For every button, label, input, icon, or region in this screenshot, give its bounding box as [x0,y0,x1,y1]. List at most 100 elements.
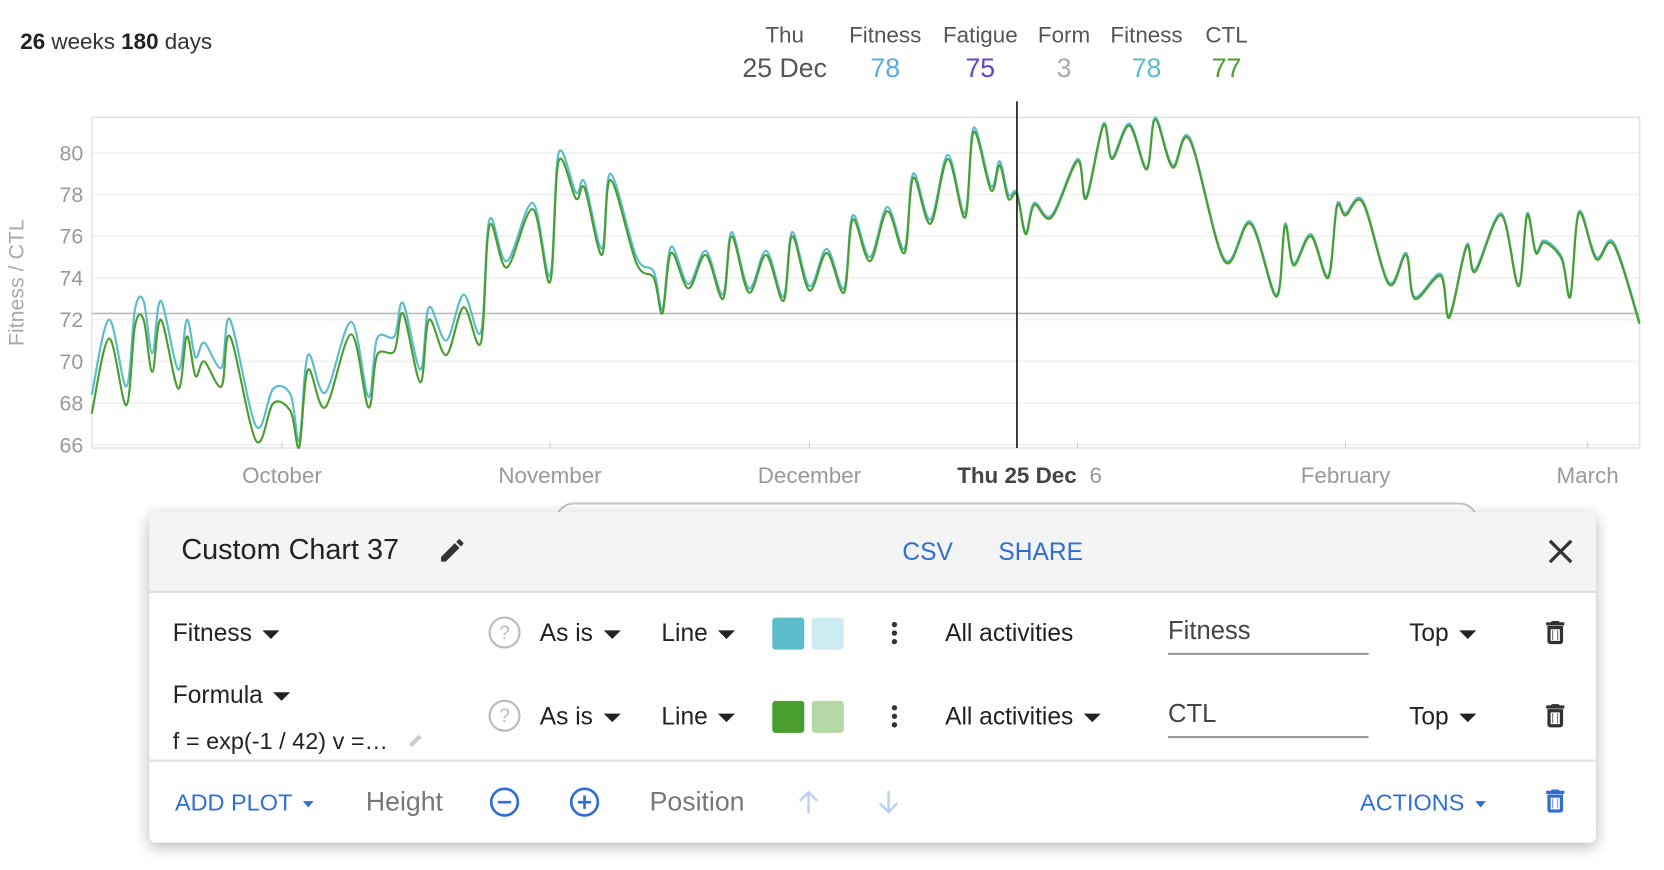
plot-type-select[interactable]: Line [661,701,736,731]
readout-value: 78 [870,53,901,84]
plot-mode-select[interactable]: As is [540,702,621,731]
chart-title: Custom Chart 37 [181,533,400,566]
days-label: days [164,29,213,55]
crosshair-label-bg [952,458,1081,493]
axis-position-select[interactable]: Top [1409,701,1477,731]
days-count: 180 [121,29,159,55]
decrease-height-icon[interactable] [489,786,521,818]
add-plot-label: ADD PLOT [174,789,293,817]
line-color-swatch[interactable] [772,700,805,733]
readout-fitness: Fitness 78 [849,23,921,84]
readout-value: 77 [1211,53,1242,84]
dropdown-arrow-icon [302,801,314,808]
plot-source-label: Formula [172,680,263,709]
fitness-chart[interactable]: 66 68 70 72 74 76 78 80 Fitness / CTL Thu 25 Dec O… [0,96,1664,501]
y-tick-label: 74 [59,266,83,290]
readout-label: Fatigue [942,23,1018,49]
dropdown-arrow-icon [603,713,621,723]
plot-mode-select[interactable]: As is [540,619,621,648]
plot-name-input[interactable]: Fitness [1168,617,1369,655]
readout-label: Form [1037,23,1091,49]
custom-chart-panel: Custom Chart 37 CSV SHARE Fitness ? As i… [149,512,1596,843]
dropdown-arrow-icon [262,630,280,639]
y-tick-label: 70 [59,350,83,374]
y-tick-label: 72 [59,308,83,332]
panel-header: Custom Chart 37 CSV SHARE [149,512,1596,594]
divider [149,759,1596,762]
readout-date-value: 25 Dec [742,53,827,84]
axis-position-select[interactable]: Top [1409,619,1477,648]
edit-pencil-icon[interactable] [437,535,467,565]
plot-area [90,116,1641,449]
delete-plot-icon[interactable] [1540,617,1570,649]
plot-mode-label: As is [539,618,593,647]
y-tick-label: 78 [59,183,83,207]
plot-type-label: Line [661,701,708,730]
height-label: Height [365,787,443,818]
dropdown-arrow-icon [718,630,736,639]
plot-type-label: Line [661,618,708,647]
close-icon[interactable] [1545,535,1577,567]
fill-color-swatch[interactable] [811,700,844,733]
y-tick-label: 76 [59,225,83,249]
position-label: Position [649,787,745,818]
readout-fitness-2: Fitness 78 [1110,23,1182,84]
x-tick-label: March [1557,463,1619,488]
date-range[interactable]: 26 weeks 180 days [20,30,212,56]
x-tick-label: December [758,463,862,488]
dropdown-arrow-icon [1083,713,1102,723]
readout-label: CTL [1205,23,1248,49]
x-tick-label: 6 [1089,463,1101,488]
weeks-label: weeks [51,29,115,55]
activity-filter-select[interactable]: All activities [945,701,1102,731]
dropdown-arrow-icon [273,692,291,701]
dropdown-arrow-icon [603,630,621,639]
delete-chart-icon[interactable] [1540,785,1570,817]
add-plot-button[interactable]: ADD PLOT [175,789,314,817]
share-button[interactable]: SHARE [998,537,1083,566]
csv-button[interactable]: CSV [902,537,953,566]
readout-fatigue: Fatigue 75 [943,23,1018,84]
formula-text[interactable]: f = exp(-1 / 42) v =… [172,727,389,755]
x-tick-label: November [498,463,602,488]
axis-label: Top [1409,701,1449,730]
x-tick-label: October [242,463,322,488]
plot-mode-label: As is [539,701,593,730]
y-axis-label: Fitness / CTL [4,219,28,346]
actions-label: ACTIONS [1360,789,1465,817]
more-options-icon[interactable] [891,702,898,731]
series-line-ctl [90,118,1641,449]
readout-label: Fitness [849,23,922,49]
move-up-icon[interactable] [794,787,824,817]
plot-name-input[interactable]: CTL [1168,700,1369,739]
line-color-swatch[interactable] [772,617,805,650]
plot-type-select[interactable]: Line [661,618,736,648]
plot-source-label: Fitness [172,618,252,647]
fill-color-swatch[interactable] [811,617,844,650]
series-line-fitness [90,116,1641,443]
readout-value: 3 [1056,53,1072,84]
more-options-icon[interactable] [891,619,898,648]
activity-filter[interactable]: All activities [945,618,1074,647]
readout-ctl: CTL 77 [1205,23,1247,84]
crosshair-date-label: Thu 25 Dec [957,463,1076,488]
plot-source-select[interactable]: Fitness [173,619,280,648]
help-icon[interactable]: ? [488,616,521,649]
readout-date: Thu 25 Dec [742,23,827,84]
readout-label: Fitness [1110,23,1183,49]
delete-plot-icon[interactable] [1540,700,1570,732]
help-icon[interactable]: ? [488,699,521,732]
weeks-count: 26 [20,29,46,55]
y-tick-label: 80 [59,141,83,165]
y-tick-label: 68 [59,392,83,416]
dropdown-arrow-icon [1459,713,1477,723]
activity-filter-label: All activities [945,701,1074,730]
plot-source-select[interactable]: Formula [173,681,291,710]
move-down-icon[interactable] [874,787,904,817]
actions-button[interactable]: ACTIONS [1360,789,1486,817]
edit-formula-icon[interactable] [407,730,426,749]
readout-value: 75 [965,53,996,84]
readout-form: Form 3 [1038,23,1090,84]
increase-height-icon[interactable] [569,786,601,818]
